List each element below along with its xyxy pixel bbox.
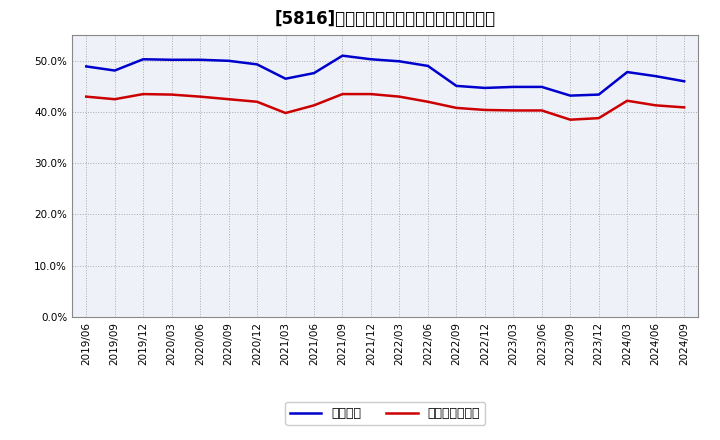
固定比率: [480, 85, 489, 91]
固定長期適合率: [623, 98, 631, 103]
固定長期適合率: [338, 92, 347, 97]
固定比率: [139, 57, 148, 62]
固定比率: [82, 64, 91, 69]
固定長期適合率: [537, 108, 546, 113]
固定長期適合率: [566, 117, 575, 122]
固定比率: [423, 63, 432, 69]
固定比率: [110, 68, 119, 73]
固定長期適合率: [366, 92, 375, 97]
固定比率: [167, 57, 176, 62]
固定長期適合率: [395, 94, 404, 99]
固定比率: [253, 62, 261, 67]
Legend: 固定比率, 固定長期適合率: 固定比率, 固定長期適合率: [285, 402, 485, 425]
固定比率: [595, 92, 603, 97]
固定比率: [452, 83, 461, 88]
Title: [5816]　固定比率、固定長期適合率の推移: [5816] 固定比率、固定長期適合率の推移: [274, 10, 496, 28]
固定比率: [310, 70, 318, 76]
固定比率: [366, 57, 375, 62]
固定長期適合率: [652, 103, 660, 108]
固定長期適合率: [167, 92, 176, 97]
固定長期適合率: [680, 105, 688, 110]
固定比率: [652, 73, 660, 79]
固定比率: [395, 59, 404, 64]
固定長期適合率: [282, 110, 290, 116]
固定長期適合率: [423, 99, 432, 104]
固定長期適合率: [196, 94, 204, 99]
固定比率: [680, 79, 688, 84]
固定比率: [537, 84, 546, 90]
Line: 固定比率: 固定比率: [86, 56, 684, 95]
固定長期適合率: [253, 99, 261, 104]
固定比率: [566, 93, 575, 98]
固定長期適合率: [110, 96, 119, 102]
固定長期適合率: [82, 94, 91, 99]
固定長期適合率: [452, 105, 461, 110]
固定長期適合率: [480, 107, 489, 113]
固定比率: [623, 70, 631, 75]
固定長期適合率: [225, 96, 233, 102]
固定比率: [196, 57, 204, 62]
固定比率: [338, 53, 347, 59]
固定長期適合率: [509, 108, 518, 113]
固定比率: [509, 84, 518, 90]
固定比率: [225, 58, 233, 63]
固定長期適合率: [310, 103, 318, 108]
Line: 固定長期適合率: 固定長期適合率: [86, 94, 684, 120]
固定比率: [282, 76, 290, 81]
固定長期適合率: [595, 116, 603, 121]
固定長期適合率: [139, 92, 148, 97]
